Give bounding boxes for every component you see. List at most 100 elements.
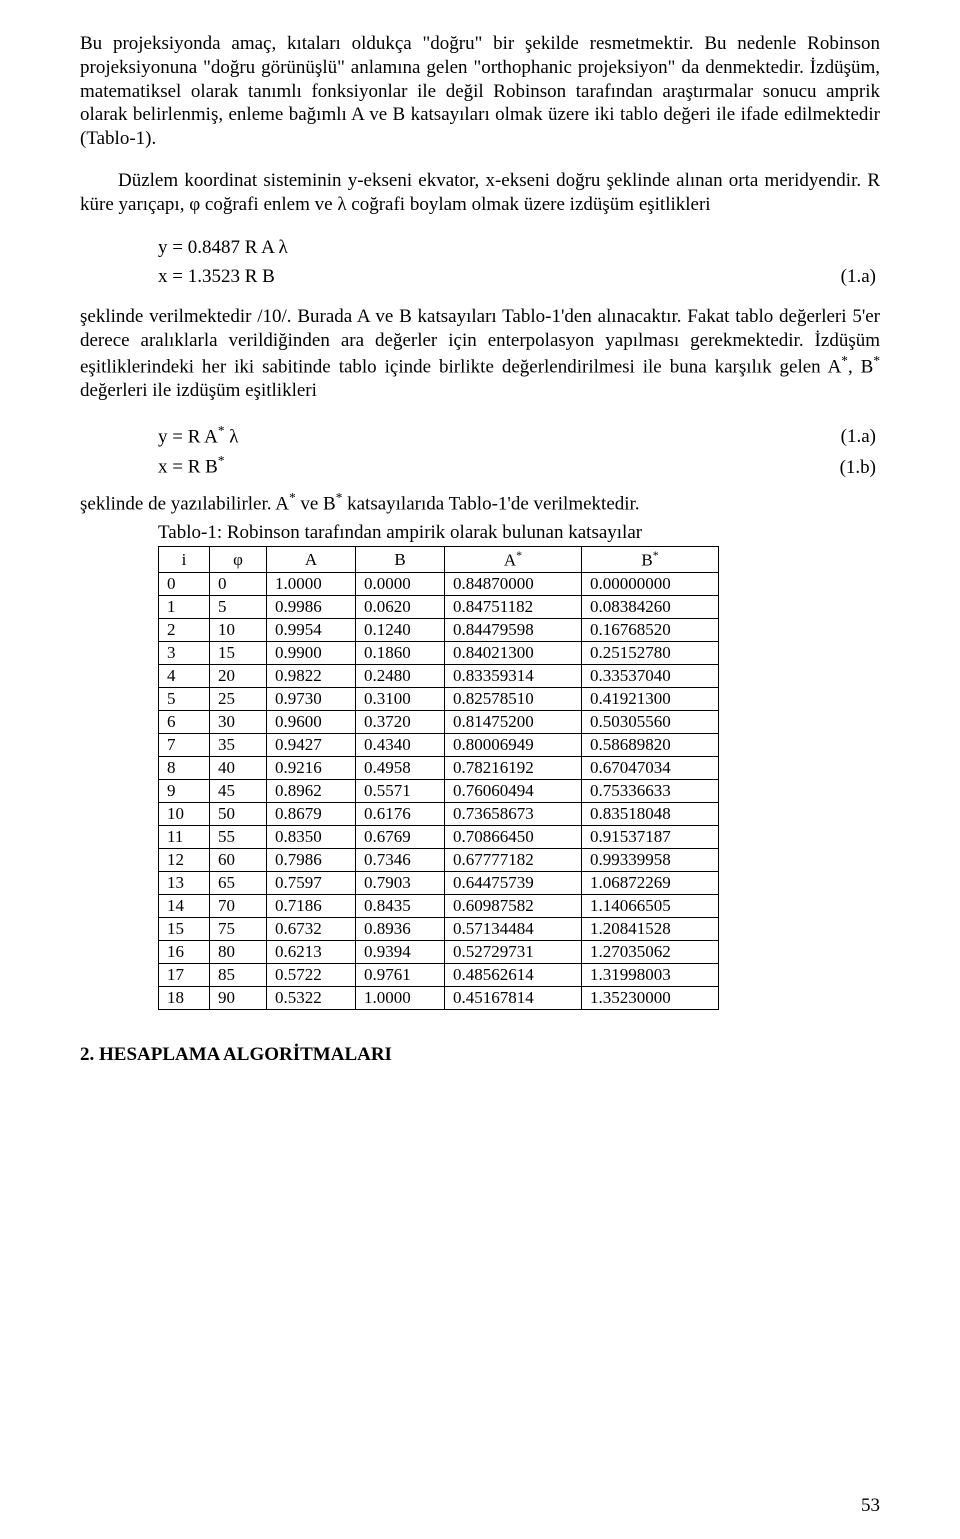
table-row: 2100.99540.12400.844795980.16768520	[159, 618, 719, 641]
table-cell: 0.5571	[356, 779, 445, 802]
table-row: 16800.62130.93940.527297311.27035062	[159, 940, 719, 963]
equation-block-2: y = R A* λ (1.a) x = R B* (1.b)	[158, 421, 880, 483]
table-row: 001.00000.00000.848700000.00000000	[159, 572, 719, 595]
table-cell: 0.41921300	[582, 687, 719, 710]
text-run: katsayılarıda Tablo-1'de verilmektedir.	[342, 494, 639, 515]
table-cell: 60	[210, 848, 267, 871]
table-cell: 25	[210, 687, 267, 710]
table-cell: 0.6732	[267, 917, 356, 940]
table-cell: 0.08384260	[582, 595, 719, 618]
equation-1a: y = 0.8487 R A λ	[158, 234, 880, 263]
coefficients-table: i φ A B A* B* 001.00000.00000.848700000.…	[158, 546, 719, 1010]
text-run: λ	[224, 426, 238, 447]
table-cell: 10	[210, 618, 267, 641]
table-cell: 0.6769	[356, 825, 445, 848]
text-run: A	[504, 551, 516, 570]
table-cell: 11	[159, 825, 210, 848]
text-run: , B	[848, 356, 873, 377]
table-cell: 0.16768520	[582, 618, 719, 641]
table-cell: 0.84870000	[445, 572, 582, 595]
table-cell: 85	[210, 963, 267, 986]
table-cell: 0.73658673	[445, 802, 582, 825]
superscript-star: *	[653, 548, 659, 562]
table-cell: 5	[159, 687, 210, 710]
table-cell: 0.8679	[267, 802, 356, 825]
table-row: 9450.89620.55710.760604940.75336633	[159, 779, 719, 802]
table-cell: 0.6213	[267, 940, 356, 963]
table-cell: 40	[210, 756, 267, 779]
table-head: i φ A B A* B*	[159, 547, 719, 573]
table-cell: 0.52729731	[445, 940, 582, 963]
table-cell: 0.1860	[356, 641, 445, 664]
table-cell: 0.8936	[356, 917, 445, 940]
table-cell: 1.0000	[356, 986, 445, 1009]
table-cell: 0.67047034	[582, 756, 719, 779]
table-cell: 0.99339958	[582, 848, 719, 871]
table-cell: 0.33537040	[582, 664, 719, 687]
table-cell: 0.80006949	[445, 733, 582, 756]
table-cell: 1.27035062	[582, 940, 719, 963]
text-run: şeklinde de yazılabilirler. A	[80, 494, 289, 515]
table-cell: 1.35230000	[582, 986, 719, 1009]
table-cell: 1.06872269	[582, 871, 719, 894]
table-cell: 75	[210, 917, 267, 940]
table-cell: 0.48562614	[445, 963, 582, 986]
text-run: ve B	[296, 494, 336, 515]
table-cell: 0.7986	[267, 848, 356, 871]
table-cell: 0.7186	[267, 894, 356, 917]
table-row: 8400.92160.49580.782161920.67047034	[159, 756, 719, 779]
table-cell: 0.9954	[267, 618, 356, 641]
page: Bu projeksiyonda amaç, kıtaları oldukça …	[0, 0, 960, 1539]
table-cell: 0.7597	[267, 871, 356, 894]
table-cell: 1.31998003	[582, 963, 719, 986]
table-cell: 0.78216192	[445, 756, 582, 779]
equation-text: y = 0.8487 R A λ	[158, 234, 288, 263]
paragraph-1: Bu projeksiyonda amaç, kıtaları oldukça …	[80, 32, 880, 151]
text-run: B	[641, 551, 652, 570]
table-cell: 0.60987582	[445, 894, 582, 917]
table-cell: 0.7903	[356, 871, 445, 894]
table-cell: 30	[210, 710, 267, 733]
col-header-phi: φ	[210, 547, 267, 573]
text-run: y = R A	[158, 426, 218, 447]
table-cell: 0.9600	[267, 710, 356, 733]
table-cell: 0.50305560	[582, 710, 719, 733]
superscript-star: *	[289, 490, 296, 505]
table-cell: 0.64475739	[445, 871, 582, 894]
table-cell: 0.5722	[267, 963, 356, 986]
table-caption: Tablo-1: Robinson tarafından ampirik ola…	[158, 522, 880, 544]
page-number: 53	[861, 1495, 880, 1517]
equation-text: x = 1.3523 R B	[158, 263, 275, 292]
table-cell: 0.84479598	[445, 618, 582, 641]
table-row: 12600.79860.73460.677771820.99339958	[159, 848, 719, 871]
table-cell: 0.81475200	[445, 710, 582, 733]
text-run: x = R B	[158, 457, 218, 478]
table-cell: 0.83359314	[445, 664, 582, 687]
table-row: 17850.57220.97610.485626141.31998003	[159, 963, 719, 986]
table-cell: 0.84021300	[445, 641, 582, 664]
table-cell: 45	[210, 779, 267, 802]
col-header-bstar: B*	[582, 547, 719, 573]
table-row: 150.99860.06200.847511820.08384260	[159, 595, 719, 618]
table-cell: 0.75336633	[582, 779, 719, 802]
table-cell: 0.8350	[267, 825, 356, 848]
text-run: değerleri ile izdüşüm eşitlikleri	[80, 380, 317, 401]
table-cell: 0.0620	[356, 595, 445, 618]
table-cell: 0.6176	[356, 802, 445, 825]
text-run: şeklinde verilmektedir /10/. Burada A ve…	[80, 306, 880, 377]
paragraph-4: şeklinde de yazılabilirler. A* ve B* kat…	[80, 490, 880, 516]
section-heading: 2. HESAPLAMA ALGORİTMALARI	[80, 1044, 880, 1066]
table-row: 14700.71860.84350.609875821.14066505	[159, 894, 719, 917]
table-cell: 50	[210, 802, 267, 825]
table-cell: 0.2480	[356, 664, 445, 687]
table-cell: 0.4340	[356, 733, 445, 756]
table-cell: 7	[159, 733, 210, 756]
table-cell: 0.7346	[356, 848, 445, 871]
table-cell: 0.9216	[267, 756, 356, 779]
table-cell: 35	[210, 733, 267, 756]
table-cell: 90	[210, 986, 267, 1009]
table-cell: 0.45167814	[445, 986, 582, 1009]
table-cell: 0.82578510	[445, 687, 582, 710]
table-cell: 12	[159, 848, 210, 871]
table-cell: 10	[159, 802, 210, 825]
